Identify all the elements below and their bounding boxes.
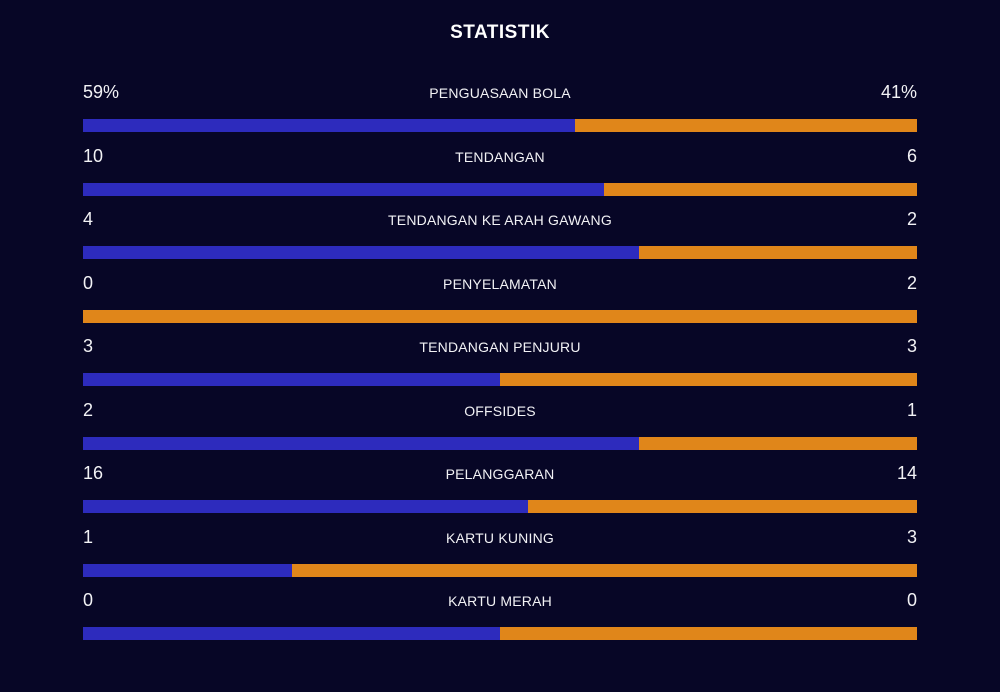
- comparison-bar: [83, 563, 917, 577]
- comparison-bar: [83, 309, 917, 323]
- stat-label: PELANGGARAN: [445, 466, 555, 482]
- home-value: 4: [83, 209, 94, 229]
- away-bar: [500, 627, 917, 640]
- away-bar: [638, 436, 917, 450]
- away-bar: [83, 309, 917, 323]
- away-value: 0: [906, 590, 917, 610]
- stat-label: TENDANGAN PENJURU: [419, 339, 581, 355]
- home-value: 59%: [83, 82, 120, 102]
- away-bar: [291, 563, 917, 577]
- away-value: 2: [906, 272, 917, 293]
- stat-row-offsides: 2 OFFSIDES 1: [83, 398, 917, 462]
- home-value: 10: [83, 145, 104, 166]
- away-bar: [575, 119, 917, 132]
- home-bar: [83, 119, 576, 132]
- comparison-bar: [83, 373, 917, 386]
- home-bar: [83, 182, 605, 196]
- stat-row-shots-on-target: 4 TENDANGAN KE ARAH GAWANG 2: [83, 207, 917, 271]
- away-bar: [527, 500, 917, 513]
- away-value: 3: [906, 336, 917, 356]
- stat-row-shots: 10 TENDANGAN 6: [83, 144, 917, 208]
- away-value: 2: [906, 209, 917, 229]
- home-bar: [83, 246, 639, 259]
- home-bar: [83, 500, 528, 513]
- stat-row-fouls: 16 PELANGGARAN 14: [83, 461, 917, 525]
- comparison-bar: [83, 182, 917, 196]
- stat-label: TENDANGAN: [455, 148, 545, 165]
- stat-row-possession: 59% PENGUASAAN BOLA 41%: [83, 80, 917, 144]
- away-value: 14: [896, 463, 917, 483]
- stat-row-saves: 0 PENYELAMATAN 2: [83, 271, 917, 335]
- away-bar: [500, 373, 917, 386]
- home-bar: [83, 373, 500, 386]
- home-bar: [83, 563, 292, 577]
- comparison-bar: [83, 500, 917, 513]
- stat-label: OFFSIDES: [464, 402, 536, 419]
- home-value: 16: [83, 463, 104, 483]
- comparison-bar: [83, 627, 917, 640]
- away-value: 1: [906, 399, 917, 420]
- away-bar: [638, 246, 917, 259]
- stat-label: PENGUASAAN BOLA: [429, 85, 571, 101]
- away-value: 41%: [880, 82, 917, 102]
- comparison-bar: [83, 246, 917, 259]
- away-value: 6: [906, 145, 917, 166]
- away-bar: [604, 182, 917, 196]
- stat-label: PENYELAMATAN: [443, 275, 557, 292]
- stat-label: KARTU KUNING: [446, 529, 554, 546]
- stats-list: 59% PENGUASAAN BOLA 41% 10 TENDANGAN 6 4…: [83, 80, 917, 652]
- home-value: 1: [83, 526, 94, 547]
- home-bar: [83, 627, 500, 640]
- comparison-bar: [83, 119, 917, 132]
- away-value: 3: [906, 526, 917, 547]
- comparison-bar: [83, 436, 917, 450]
- home-bar: [83, 436, 639, 450]
- stat-label: KARTU MERAH: [448, 593, 552, 609]
- page-title: STATISTIK: [450, 22, 550, 43]
- home-value: 0: [83, 272, 94, 293]
- home-value: 0: [83, 590, 94, 610]
- home-value: 3: [83, 336, 94, 356]
- stat-row-corners: 3 TENDANGAN PENJURU 3: [83, 334, 917, 398]
- stat-label: TENDANGAN KE ARAH GAWANG: [388, 212, 612, 228]
- stat-row-red-cards: 0 KARTU MERAH 0: [83, 588, 917, 652]
- home-value: 2: [83, 399, 94, 420]
- stat-row-yellow-cards: 1 KARTU KUNING 3: [83, 525, 917, 589]
